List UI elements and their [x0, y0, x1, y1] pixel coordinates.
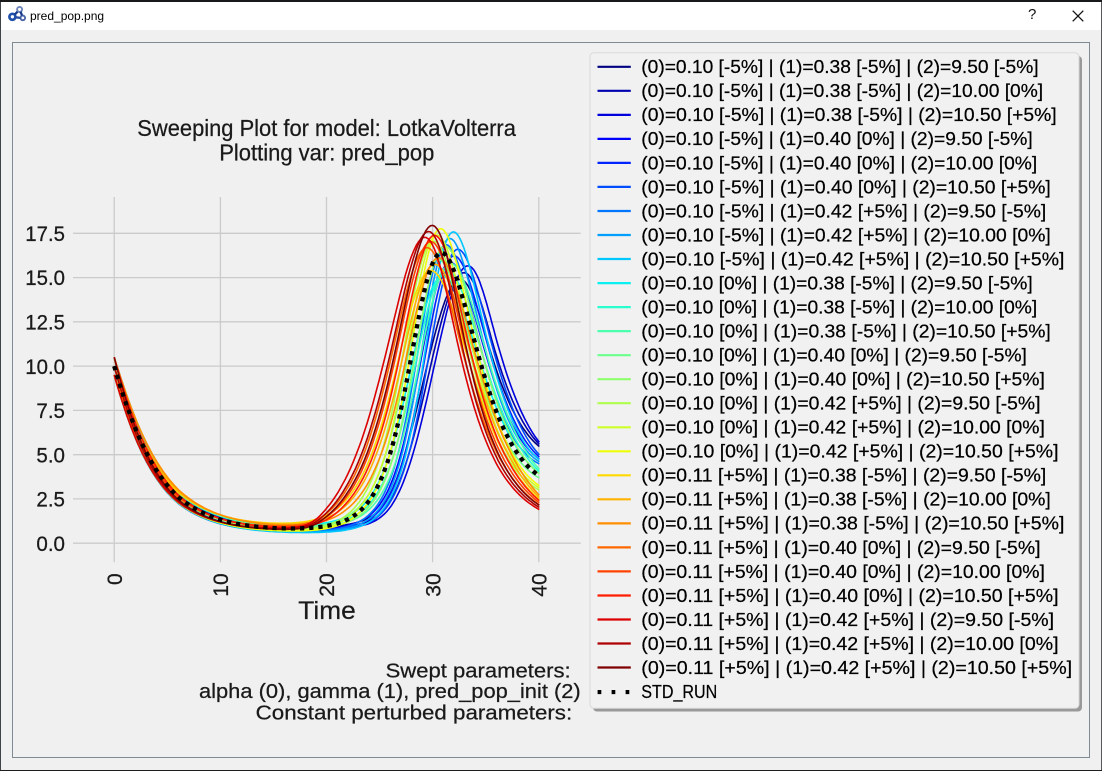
svg-text:(0)=0.11 [+5%] | (1)=0.40 [0%]: (0)=0.11 [+5%] | (1)=0.40 [0%] | (2)=10.… [641, 562, 1045, 582]
svg-text:(0)=0.10 [0%] | (1)=0.42 [+5%]: (0)=0.10 [0%] | (1)=0.42 [+5%] | (2)=9.5… [641, 394, 1040, 414]
svg-text:0: 0 [104, 573, 127, 585]
svg-text:40: 40 [529, 573, 552, 597]
svg-text:Plotting var: pred_pop: Plotting var: pred_pop [219, 139, 434, 165]
svg-text:(0)=0.11 [+5%] | (1)=0.40 [0%]: (0)=0.11 [+5%] | (1)=0.40 [0%] | (2)=9.5… [641, 538, 1040, 558]
svg-text:2.5: 2.5 [36, 489, 65, 512]
svg-text:(0)=0.10 [-5%] | (1)=0.40 [0%]: (0)=0.10 [-5%] | (1)=0.40 [0%] | (2)=10.… [641, 177, 1051, 197]
svg-text:(0)=0.10 [-5%] | (1)=0.40 [0%]: (0)=0.10 [-5%] | (1)=0.40 [0%] | (2)=9.5… [641, 129, 1032, 149]
svg-text:10: 10 [210, 573, 233, 597]
svg-text:10.0: 10.0 [25, 356, 65, 379]
svg-text:(0)=0.11 [+5%] | (1)=0.38 [-5%: (0)=0.11 [+5%] | (1)=0.38 [-5%] | (2)=10… [641, 514, 1064, 534]
svg-text:STD_RUN: STD_RUN [641, 682, 717, 703]
svg-text:(0)=0.10 [-5%] | (1)=0.42 [+5%: (0)=0.10 [-5%] | (1)=0.42 [+5%] | (2)=9.… [641, 201, 1046, 221]
svg-text:(0)=0.11 [+5%] | (1)=0.42 [+5%: (0)=0.11 [+5%] | (1)=0.42 [+5%] | (2)=9.… [641, 610, 1054, 630]
svg-text:15.0: 15.0 [25, 267, 65, 290]
svg-text:20: 20 [316, 573, 339, 597]
svg-text:(0)=0.10 [-5%] | (1)=0.38 [-5%: (0)=0.10 [-5%] | (1)=0.38 [-5%] | (2)=10… [641, 105, 1056, 125]
svg-text:(0)=0.10 [0%] | (1)=0.42 [+5%]: (0)=0.10 [0%] | (1)=0.42 [+5%] | (2)=10.… [641, 418, 1045, 438]
svg-text:(0)=0.10 [0%] | (1)=0.40 [0%]: (0)=0.10 [0%] | (1)=0.40 [0%] | (2)=9.50… [641, 346, 1027, 366]
svg-text:(0)=0.11 [+5%] | (1)=0.42 [+5%: (0)=0.11 [+5%] | (1)=0.42 [+5%] | (2)=10… [641, 658, 1072, 678]
svg-text:(0)=0.11 [+5%] | (1)=0.42 [+5%: (0)=0.11 [+5%] | (1)=0.42 [+5%] | (2)=10… [641, 634, 1058, 654]
svg-text:(0)=0.10 [0%] | (1)=0.38 [-5%]: (0)=0.10 [0%] | (1)=0.38 [-5%] | (2)=10.… [641, 298, 1037, 318]
svg-text:(0)=0.10 [-5%] | (1)=0.38 [-5%: (0)=0.10 [-5%] | (1)=0.38 [-5%] | (2)=10… [641, 81, 1043, 101]
svg-text:Sweeping Plot for model: Lotka: Sweeping Plot for model: LotkaVolterra [137, 115, 516, 141]
svg-text:(0)=0.11 [+5%] | (1)=0.40 [0%]: (0)=0.11 [+5%] | (1)=0.40 [0%] | (2)=10.… [641, 586, 1058, 606]
svg-text:(0)=0.10 [0%] | (1)=0.38 [-5%]: (0)=0.10 [0%] | (1)=0.38 [-5%] | (2)=9.5… [641, 273, 1032, 293]
svg-text:(0)=0.11 [+5%] | (1)=0.38 [-5%: (0)=0.11 [+5%] | (1)=0.38 [-5%] | (2)=10… [641, 490, 1051, 510]
svg-text:(0)=0.10 [-5%] | (1)=0.42 [+5%: (0)=0.10 [-5%] | (1)=0.42 [+5%] | (2)=10… [641, 225, 1051, 245]
svg-text:(0)=0.11 [+5%] | (1)=0.38 [-5%: (0)=0.11 [+5%] | (1)=0.38 [-5%] | (2)=9.… [641, 466, 1046, 486]
svg-text:(0)=0.10 [0%] | (1)=0.38 [-5%]: (0)=0.10 [0%] | (1)=0.38 [-5%] | (2)=10.… [641, 322, 1051, 342]
svg-text:Swept parameters:: Swept parameters: [386, 661, 571, 683]
svg-text:7.5: 7.5 [36, 400, 65, 423]
svg-text:(0)=0.10 [-5%] | (1)=0.38 [-5%: (0)=0.10 [-5%] | (1)=0.38 [-5%] | (2)=9.… [641, 57, 1038, 77]
svg-text:(0)=0.10 [0%] | (1)=0.42 [+5%]: (0)=0.10 [0%] | (1)=0.42 [+5%] | (2)=10.… [641, 442, 1058, 462]
svg-text:Constant perturbed parameters:: Constant perturbed parameters: [256, 703, 573, 725]
svg-text:17.5: 17.5 [25, 223, 65, 246]
svg-text:(0)=0.10 [0%] | (1)=0.40 [0%]: (0)=0.10 [0%] | (1)=0.40 [0%] | (2)=10.5… [641, 370, 1045, 390]
svg-text:Time: Time [298, 597, 355, 625]
svg-text:12.5: 12.5 [25, 312, 65, 335]
svg-text:alpha (0), gamma (1), pred_pop: alpha (0), gamma (1), pred_pop_init (2) [199, 681, 581, 703]
svg-text:30: 30 [422, 573, 445, 597]
svg-text:(0)=0.10 [-5%] | (1)=0.40 [0%]: (0)=0.10 [-5%] | (1)=0.40 [0%] | (2)=10.… [641, 153, 1037, 173]
svg-text:(0)=0.10 [-5%] | (1)=0.42 [+5%: (0)=0.10 [-5%] | (1)=0.42 [+5%] | (2)=10… [641, 249, 1064, 269]
svg-text:5.0: 5.0 [36, 444, 65, 467]
svg-text:0.0: 0.0 [36, 533, 65, 556]
